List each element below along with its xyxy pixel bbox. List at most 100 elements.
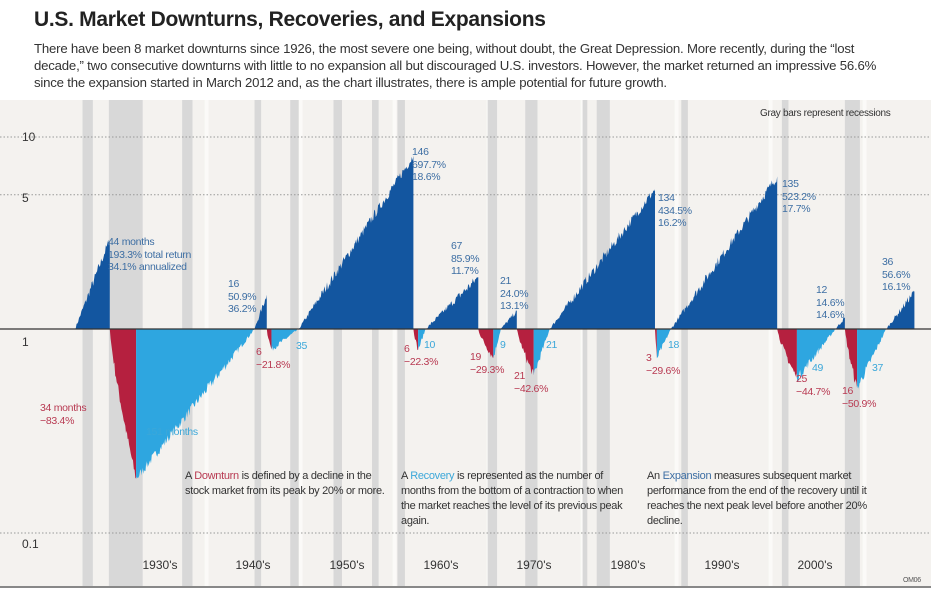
downturn-label: 16 −50.9% — [842, 385, 876, 410]
recession-bar — [290, 100, 299, 586]
recovery-label-line: 35 — [296, 340, 308, 352]
expansion-area — [75, 239, 110, 329]
expansion-label: 146 697.7% 18.6% — [412, 146, 446, 184]
expansion-label: 21 24.0% 13.1% — [500, 275, 529, 313]
downturn-label: 6 −21.8% — [256, 346, 290, 371]
expansion-area — [254, 294, 267, 329]
downturn-label-line: −22.3% — [404, 355, 439, 368]
recovery-label: 37 — [872, 362, 883, 375]
expansion-label: 36 56.6% 16.1% — [882, 256, 911, 294]
downturn-label-line: 6 — [404, 343, 410, 355]
y-tick-label: 5 — [22, 191, 29, 205]
expansion-label-line: 56.6% — [882, 268, 911, 281]
expansion-label-line: 135 — [782, 178, 799, 190]
recovery-label: 49 — [812, 362, 823, 375]
expansion-label-line: 11.7% — [451, 265, 479, 277]
expansion-label-line: 21 — [500, 275, 512, 287]
expansion-label-line: 16 — [228, 278, 240, 290]
recession-bar — [397, 100, 405, 586]
recovery-area — [136, 329, 255, 479]
expansion-label-line: 146 — [412, 146, 429, 158]
downturn-label-line: −29.3% — [470, 363, 505, 376]
recovery-label: 10 — [424, 339, 435, 352]
expansion-area — [835, 317, 845, 329]
recovery-area — [418, 329, 426, 350]
recession-bar — [82, 100, 93, 586]
expansion-label-line: 13.1% — [500, 300, 529, 312]
recovery-note: A Recovery is represented as the number … — [401, 470, 623, 527]
expansion-label-line: 697.7% — [412, 158, 446, 171]
recovery-area — [656, 329, 671, 359]
downturn-label-line: 25 — [796, 373, 808, 385]
recovery-label-line: 37 — [872, 362, 884, 374]
recovery-label-line: 151 months — [146, 426, 198, 438]
recovery-label: 151 months — [146, 426, 198, 439]
expansion-label-line: 34.1% annualized — [108, 261, 187, 273]
figure-code: OM06 — [903, 577, 921, 584]
expansion-label-line: 16.1% — [882, 281, 911, 293]
downturn-label-line: 16 — [842, 385, 854, 397]
decade-divider — [298, 100, 303, 586]
downturn-label-line: 34 months — [40, 402, 87, 414]
recession-bar — [254, 100, 262, 586]
recession-bar — [333, 100, 342, 586]
downturn-area — [844, 329, 858, 389]
expansion-label-line: 67 — [451, 240, 463, 252]
expansion-label-line: 193.3% total return — [108, 248, 192, 261]
downturn-label: 6 −22.3% — [404, 343, 438, 368]
y-tick-label: 0.1 — [22, 537, 39, 551]
downturn-label: 19 −29.3% — [470, 351, 504, 376]
expansion-label-line: 16.2% — [658, 217, 687, 229]
x-tick-label: 1930's — [142, 558, 178, 572]
intro-text: There have been 8 market downturns since… — [34, 41, 877, 90]
downturn-label-line: −42.6% — [514, 382, 549, 395]
downturn-label-line: 6 — [256, 346, 262, 358]
legend-note: Gray bars represent recessions — [760, 108, 891, 119]
y-tick-label: 1 — [22, 335, 29, 349]
expansion-area — [500, 310, 517, 329]
recession-bar — [582, 100, 588, 586]
decade-divider — [768, 100, 773, 586]
downturn-area — [266, 329, 272, 350]
expansion-label-line: 44 months — [108, 236, 155, 248]
recovery-label: 35 — [296, 340, 307, 353]
recovery-label-line: 49 — [812, 362, 824, 374]
downturn-area — [777, 329, 797, 379]
expansion-area — [298, 155, 414, 329]
recovery-label: 9 — [500, 339, 506, 352]
downturn-area — [109, 329, 137, 479]
recovery-label-line: 21 — [546, 339, 558, 351]
expansion-label: 134 434.5% 16.2% — [658, 192, 692, 230]
expansion-label-line: 50.9% — [228, 290, 257, 303]
expansion-area — [425, 277, 479, 329]
y-tick-label: 10 — [22, 130, 36, 144]
decade-divider — [674, 100, 679, 586]
recovery-label-line: 18 — [668, 339, 680, 351]
downturn-label-line: −50.9% — [842, 397, 877, 410]
x-tick-label: 1950's — [329, 558, 365, 572]
x-tick-label: 1990's — [704, 558, 740, 572]
expansion-label-line: 14.6% — [816, 309, 845, 321]
recovery-area — [857, 329, 887, 389]
expansion-label-line: 17.7% — [782, 203, 811, 215]
recovery-area — [796, 329, 836, 383]
downturn-note: A Downturn is defined by a decline in th… — [185, 470, 385, 497]
expansion-label-line: 134 — [658, 192, 675, 204]
expansion-label: 16 50.9% 36.2% — [228, 278, 257, 316]
downturn-label: 34 months −83.4% — [40, 402, 87, 427]
expansion-label: 12 14.6% 14.6% — [816, 284, 845, 322]
downturn-label-line: −44.7% — [796, 385, 831, 398]
x-tick-label: 1960's — [423, 558, 459, 572]
expansion-label: 44 months 193.3% total return 34.1% annual… — [108, 236, 191, 274]
expansion-label-line: 12 — [816, 284, 828, 296]
downturn-area — [413, 329, 419, 350]
recession-bar — [596, 100, 610, 586]
recovery-label: 21 — [546, 339, 557, 352]
x-tick-label: 1940's — [235, 558, 271, 572]
expansion-label-line: 85.9% — [451, 252, 480, 265]
x-tick-label: 2000's — [797, 558, 833, 572]
expansion-area — [886, 290, 915, 329]
expansion-label-line: 24.0% — [500, 287, 529, 300]
recovery-area — [493, 329, 501, 358]
